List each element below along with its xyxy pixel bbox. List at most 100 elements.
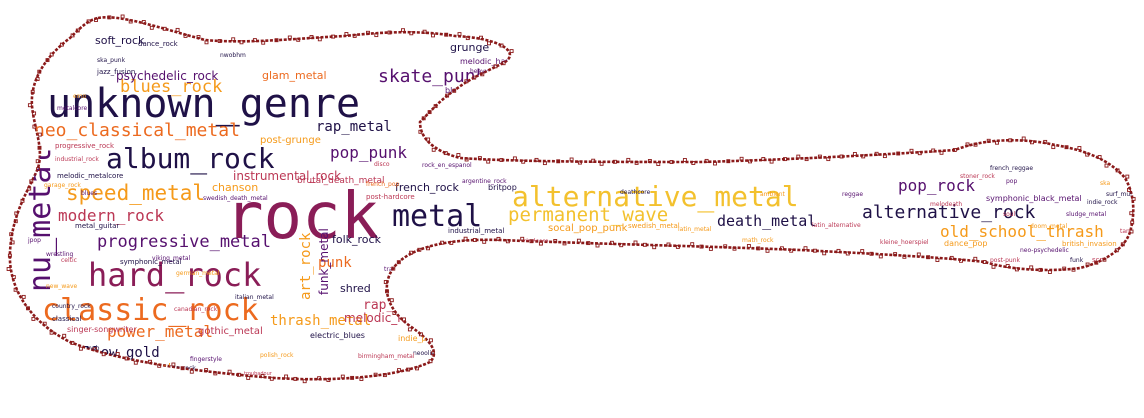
outline-speck	[49, 330, 54, 335]
word-hard-rock: hard_rock	[88, 256, 261, 294]
word-album-rock: album_rock	[106, 142, 275, 176]
word-rockabilly: rockabilly	[500, 147, 529, 154]
outline-speck	[666, 242, 671, 247]
outline-speck	[1030, 140, 1034, 145]
outline-speck	[529, 239, 534, 244]
outline-speck	[656, 162, 661, 166]
outline-speck	[431, 147, 436, 152]
word-britpop: britpop	[488, 183, 517, 192]
outline-speck	[1064, 145, 1069, 150]
outline-speck	[175, 27, 180, 32]
outline-speck	[204, 368, 209, 373]
word-symphonic-black-metal: symphonic_black_metal	[986, 194, 1082, 203]
word-singer-songwriter: singer-songwriter	[67, 325, 137, 334]
word-rap-metal: rap_metal	[316, 119, 392, 135]
outline-speck	[421, 116, 426, 121]
outline-speck	[1129, 229, 1134, 234]
outline-speck	[456, 153, 461, 157]
outline-speck	[392, 311, 397, 315]
outline-speck	[189, 369, 194, 374]
outline-speckle	[6, 14, 1136, 384]
outline-speck	[926, 255, 931, 260]
outline-speck	[626, 157, 631, 162]
outline-speck	[326, 378, 331, 382]
outline-speck	[59, 42, 64, 47]
outline-speck	[463, 236, 468, 241]
outline-speck	[32, 124, 37, 129]
outline-speck	[385, 289, 389, 294]
outline-speck	[422, 29, 427, 34]
outline-speck	[396, 260, 401, 265]
outline-speck	[499, 43, 504, 48]
outline-speck	[317, 376, 322, 381]
word-celtic: celtic	[61, 257, 77, 264]
outline-speck	[472, 75, 477, 80]
word-pop: pop	[1006, 178, 1017, 185]
outline-speck	[1021, 136, 1026, 141]
outline-speck	[845, 251, 850, 256]
outline-speck	[1077, 146, 1082, 150]
outline-speck	[128, 19, 133, 24]
outline-speck	[418, 129, 423, 134]
outline-speck	[94, 18, 98, 22]
word-country-rock: country_rock	[52, 303, 91, 310]
outline-speck	[812, 248, 817, 253]
outline-speck	[13, 219, 18, 224]
outline-speck	[869, 251, 874, 256]
word-ska: ska	[1100, 180, 1110, 187]
outline-speck	[246, 375, 251, 380]
outline-speck	[373, 372, 378, 377]
word-reggae: reggae	[842, 191, 863, 198]
outline-speck	[804, 157, 809, 162]
outline-speck	[909, 148, 914, 153]
word-melodic-hardcore: melodic_hardcore	[460, 57, 531, 66]
outline-speck	[387, 30, 392, 35]
outline-speck	[426, 246, 430, 251]
outline-speck	[1062, 266, 1067, 271]
outline-speck	[465, 36, 470, 41]
outline-speck	[236, 372, 241, 377]
outline-speck	[746, 244, 751, 248]
outline-speck	[973, 142, 978, 147]
outline-speck	[1094, 260, 1099, 265]
outline-speck	[477, 156, 482, 161]
word-doom-metal: doom_metal	[1030, 223, 1068, 230]
outline-speck	[37, 145, 42, 150]
word-british-invasion: british_invasion	[1062, 240, 1117, 248]
outline-speck	[35, 77, 40, 81]
word-soft-rock: soft_rock	[95, 34, 145, 47]
word-neo-mellow: neo_mellow	[510, 242, 552, 250]
outline-speck	[430, 351, 435, 356]
outline-speck	[586, 241, 591, 246]
word-brutal-death-metal: brutal_death_metal	[297, 176, 385, 186]
word-melodic-metalcore: melodic_metalcore	[57, 172, 123, 180]
word-folk: folk	[492, 83, 503, 90]
outline-speck	[196, 35, 201, 39]
outline-speck	[860, 249, 865, 254]
outline-speck	[70, 33, 75, 38]
outline-speck	[331, 34, 336, 39]
outline-speck	[748, 159, 752, 164]
outline-speck	[29, 179, 34, 184]
word-glam-rock: glam_rock	[459, 128, 490, 135]
word-emo: emo	[73, 93, 87, 100]
outline-speck	[761, 157, 766, 161]
word-skate-punk: skate_punk	[378, 66, 487, 87]
word-fingerstyle: fingerstyle	[190, 356, 222, 363]
word-french-pop: french_pop	[366, 181, 400, 188]
outline-speck	[935, 258, 940, 262]
outline-speck	[817, 154, 822, 159]
word-metalcore: metalcore	[57, 105, 88, 112]
word-latin-alternative: latin_alternative	[812, 222, 861, 229]
outline-speck	[340, 374, 345, 379]
outline-speck	[553, 239, 558, 243]
word-disco: disco	[374, 161, 390, 168]
outline-speck	[427, 110, 432, 115]
outline-speck	[479, 35, 483, 40]
word-modern-rock: modern_rock	[58, 206, 164, 225]
outline-speck	[986, 138, 991, 143]
outline-speck	[1038, 267, 1043, 272]
outline-speck	[157, 363, 162, 368]
outline-speck	[20, 198, 25, 203]
